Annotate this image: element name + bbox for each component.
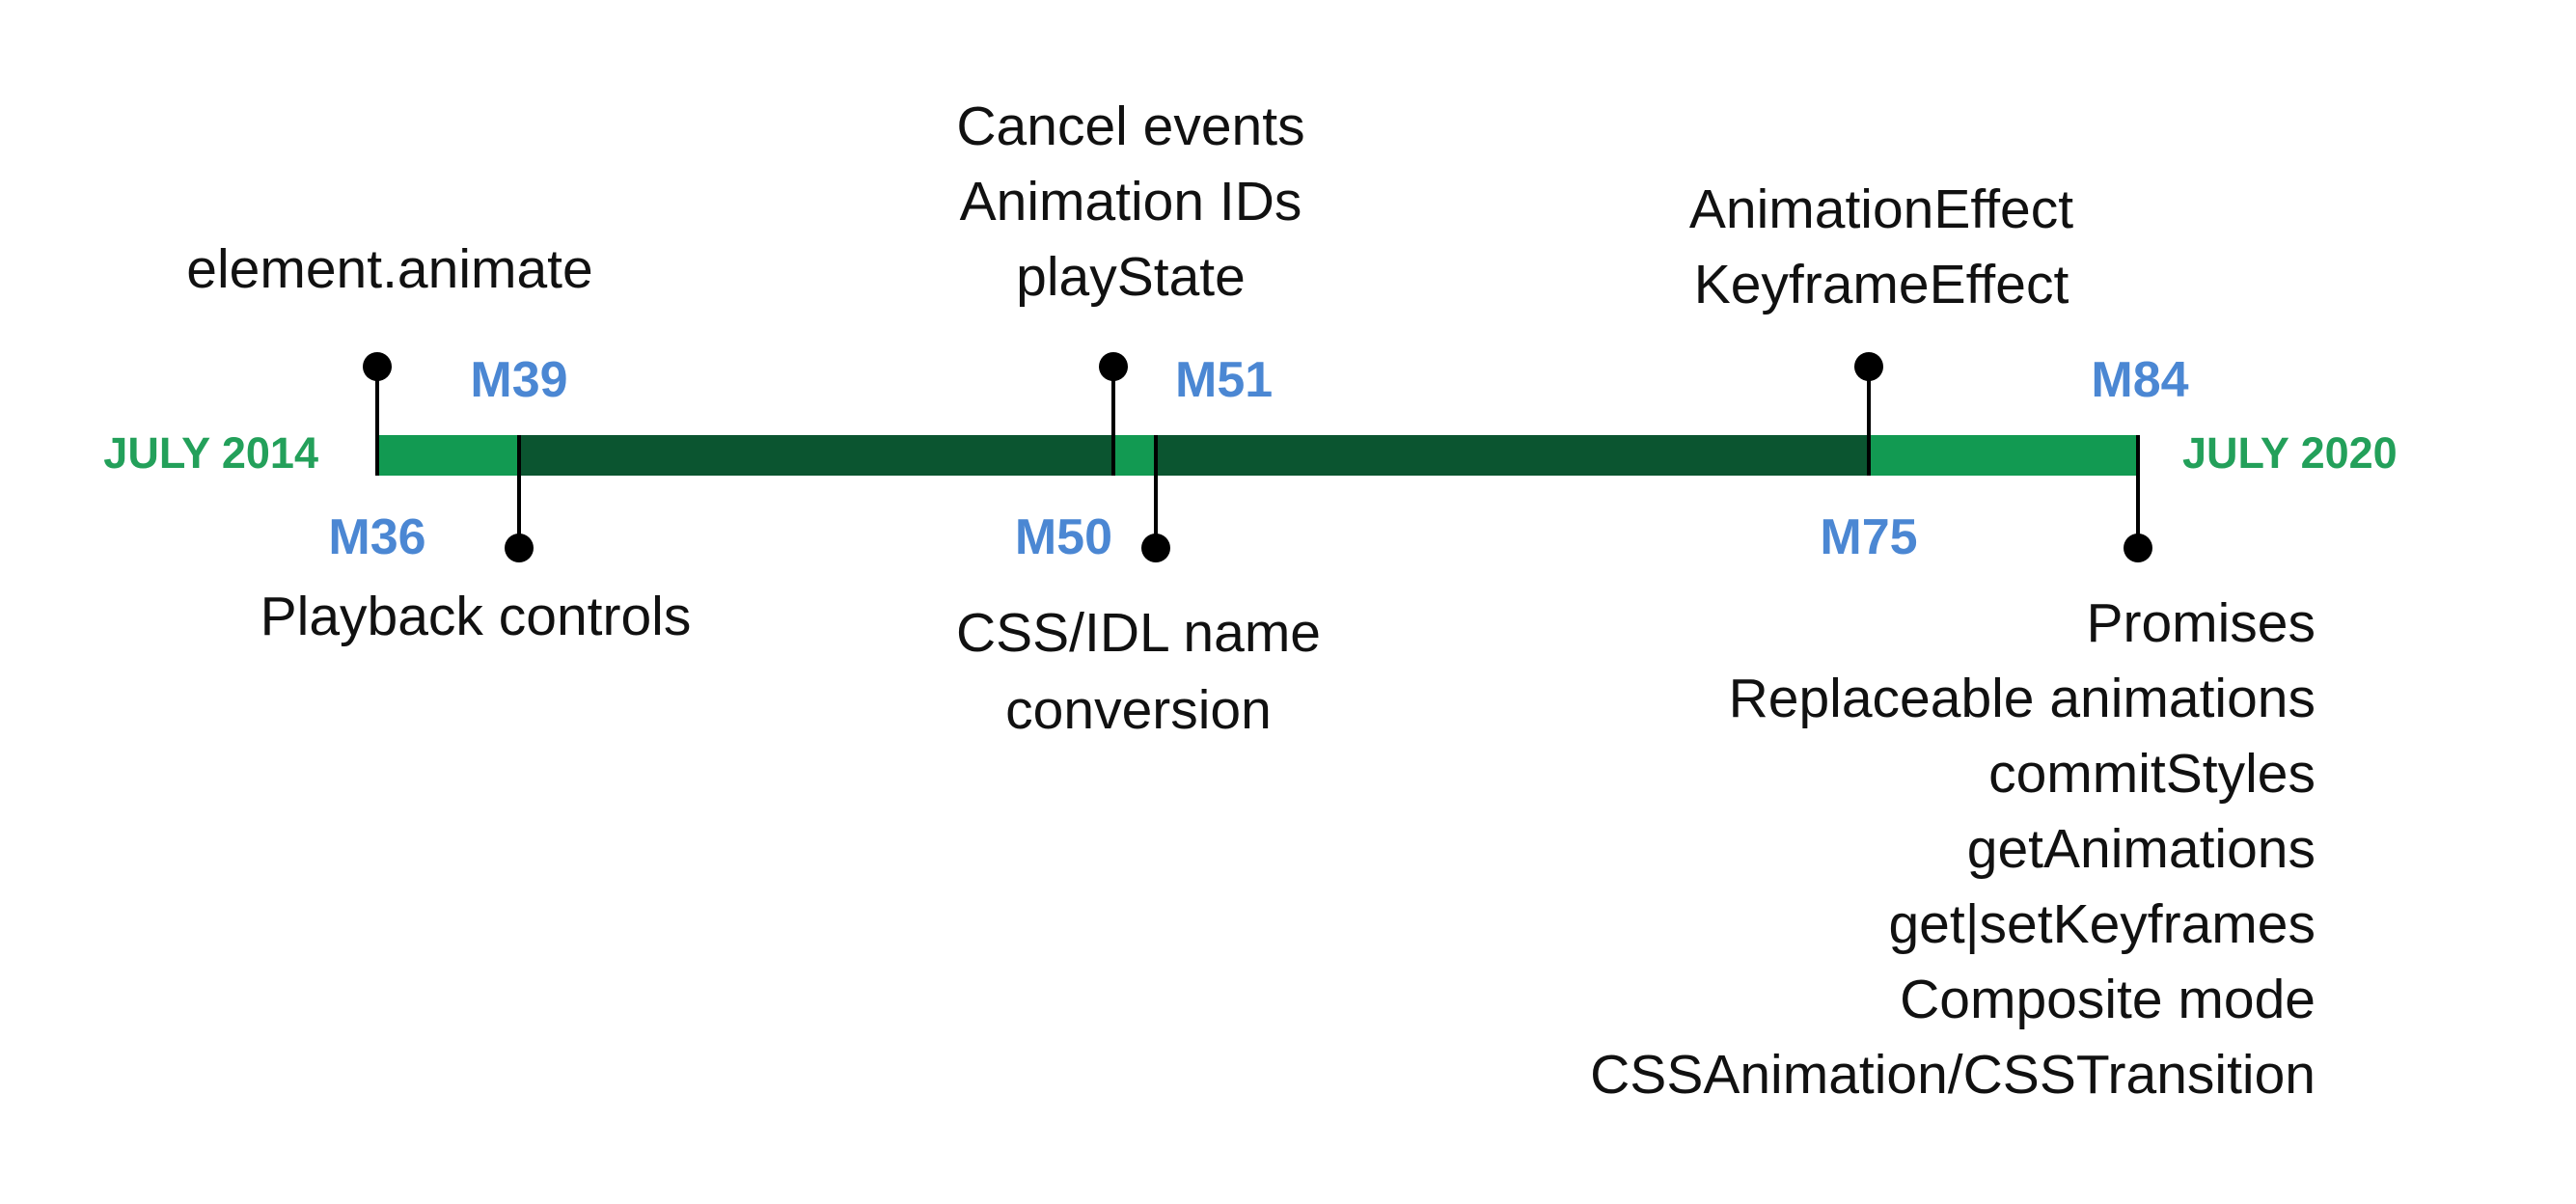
feature-line: Composite mode <box>1900 969 2316 1030</box>
callout-m75-features: AnimationEffect KeyframeEffect <box>1447 172 2316 322</box>
milestone-dot-m50 <box>1099 352 1128 381</box>
milestone-stem-m75 <box>1867 367 1871 476</box>
feature-line: get|setKeyframes <box>1888 893 2316 955</box>
milestone-label-m75: M75 <box>1820 509 1918 565</box>
milestone-dot-m39 <box>505 534 534 562</box>
milestone-stem-m36 <box>375 367 379 476</box>
feature-line: CSS/IDL name conversion <box>955 602 1322 741</box>
bar-segment-m36-m39 <box>378 435 519 476</box>
timeline-bar <box>378 435 2138 476</box>
feature-line: Playback controls <box>260 586 692 647</box>
milestone-label-m50: M50 <box>1014 509 1112 565</box>
feature-line: CSSAnimation/CSSTransition <box>1590 1044 2316 1106</box>
callout-element-animate: element.animate <box>0 241 824 297</box>
milestone-stem-m51 <box>1154 435 1158 548</box>
callout-m50-features: Cancel events Animation IDs playState <box>697 89 1565 315</box>
milestone-label-m84: M84 <box>2091 352 2189 408</box>
milestone-dot-m84 <box>2124 534 2152 562</box>
milestone-label-m51: M51 <box>1175 352 1274 408</box>
callout-css-idl-name-conversion: CSS/IDL name conversion <box>931 594 1346 749</box>
bar-segment-m51-m75 <box>1156 435 1869 476</box>
milestone-dot-m51 <box>1141 534 1170 562</box>
bar-segment-m50-m51 <box>1113 435 1156 476</box>
feature-line: Cancel events <box>956 96 1305 157</box>
milestone-label-m39: M39 <box>470 352 568 408</box>
feature-line: Promises <box>2086 592 2316 654</box>
bar-segment-m75-m84 <box>1869 435 2138 476</box>
date-label-july-2014: JULY 2014 <box>103 428 318 478</box>
feature-line: getAnimations <box>1966 818 2316 880</box>
milestone-stem-m50 <box>1111 367 1115 476</box>
feature-line: Animation IDs <box>959 171 1302 233</box>
callout-m84-features: Promises Replaceable animations commitSt… <box>1351 586 2316 1112</box>
milestone-dot-m75 <box>1854 352 1883 381</box>
feature-line: element.animate <box>186 238 593 300</box>
milestone-stem-m39 <box>517 435 521 548</box>
date-label-july-2020: JULY 2020 <box>2182 428 2398 478</box>
bar-segment-m39-m50 <box>519 435 1113 476</box>
milestone-label-m36: M36 <box>328 509 426 565</box>
milestone-dot-m36 <box>363 352 392 381</box>
feature-line: Replaceable animations <box>1728 668 2316 729</box>
feature-line: KeyframeEffect <box>1693 254 2069 315</box>
callout-playback-controls: Playback controls <box>41 588 910 644</box>
milestone-stem-m84 <box>2136 435 2140 548</box>
feature-line: commitStyles <box>1988 743 2316 805</box>
feature-line: AnimationEffect <box>1688 178 2074 240</box>
feature-line: playState <box>1016 246 1246 308</box>
